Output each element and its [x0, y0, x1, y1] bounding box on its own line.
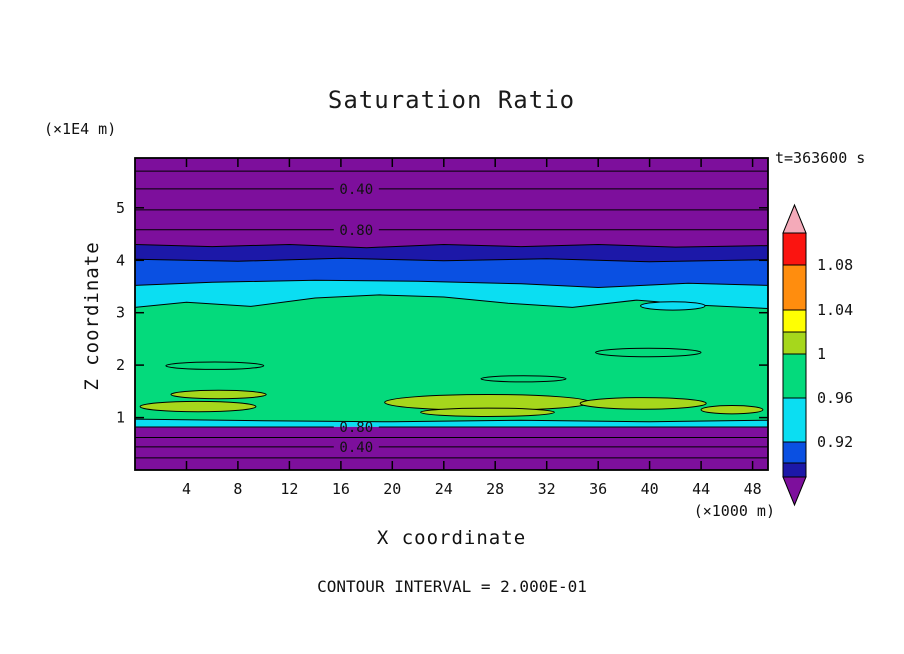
x-tick-label: 40 [641, 480, 659, 498]
colorbar-segment-chartreuse [782, 331, 807, 355]
colorbar-segment-cyan [782, 397, 807, 443]
colorbar-apex-top [782, 203, 807, 234]
colorbar-label: 1 [817, 345, 826, 363]
unity-contour [480, 375, 567, 383]
unity-contour [165, 361, 265, 370]
y-axis-unit-label: (×1E4 m) [44, 120, 117, 138]
colorbar-segment-blue [782, 441, 807, 464]
contour-band-navy-band [135, 244, 768, 262]
colorbar-label: 0.96 [817, 389, 853, 407]
unity-contour [595, 347, 702, 358]
y-tick-label: 3 [116, 304, 125, 322]
plot-border [134, 157, 769, 471]
x-tick-label: 20 [383, 480, 401, 498]
colorbar-label: 0.92 [817, 433, 853, 451]
colorbar-segment-yellow [782, 309, 807, 333]
y-tick-label: 4 [116, 251, 125, 269]
x-axis-unit-label: (×1000 m) [693, 502, 775, 520]
colorbar-apex-bottom [782, 476, 807, 507]
contour-line-cyan_top [134, 279, 769, 289]
supersaturated-patch [700, 405, 764, 415]
colorbar-label: 1.04 [817, 301, 853, 319]
contour-line-navy_top [134, 243, 769, 249]
supersaturated-patch [420, 407, 555, 417]
colorbar-segment-green [782, 353, 807, 399]
x-tick-label: 32 [538, 480, 556, 498]
y-tick-label: 5 [116, 199, 125, 217]
x-tick-label: 16 [332, 480, 350, 498]
x-tick-label: 4 [182, 480, 191, 498]
x-tick-label: 36 [589, 480, 607, 498]
contour-band-purple-bottom [135, 426, 768, 470]
x-tick-label: 8 [233, 480, 242, 498]
supersaturated-patch [139, 400, 257, 413]
x-tick-label: 28 [486, 480, 504, 498]
y-tick-label: 1 [116, 409, 125, 427]
page-title: Saturation Ratio [327, 86, 576, 114]
colorbar-label: 1.08 [817, 256, 853, 274]
supersaturated-patch [170, 389, 267, 400]
contour-band-green-band [135, 294, 768, 422]
contour-label: 0.40 [339, 440, 373, 456]
colorbar-segment-navy [782, 462, 807, 478]
colorbar-segment-red [782, 232, 807, 266]
contour-label: 0.80 [339, 223, 373, 239]
colorbar-segment-orange [782, 264, 807, 311]
contour-line-blue_top [134, 257, 769, 263]
x-axis-label: X coordinate [376, 527, 527, 549]
cyan-pocket [640, 301, 706, 311]
x-tick-label: 24 [435, 480, 453, 498]
x-tick-label: 12 [280, 480, 298, 498]
supersaturated-patch [579, 397, 707, 410]
x-tick-label: 48 [744, 480, 762, 498]
time-annotation: t=363600 s [775, 149, 866, 167]
x-tick-label: 44 [692, 480, 710, 498]
y-tick-label: 2 [116, 356, 125, 374]
contour-interval-note: CONTOUR INTERVAL = 2.000E-01 [317, 577, 587, 596]
contour-label: 0.40 [339, 182, 373, 198]
contour-label: 0.80 [339, 420, 373, 436]
contour-line-green_bot [134, 418, 769, 423]
contour-band-purple-top [135, 158, 768, 248]
